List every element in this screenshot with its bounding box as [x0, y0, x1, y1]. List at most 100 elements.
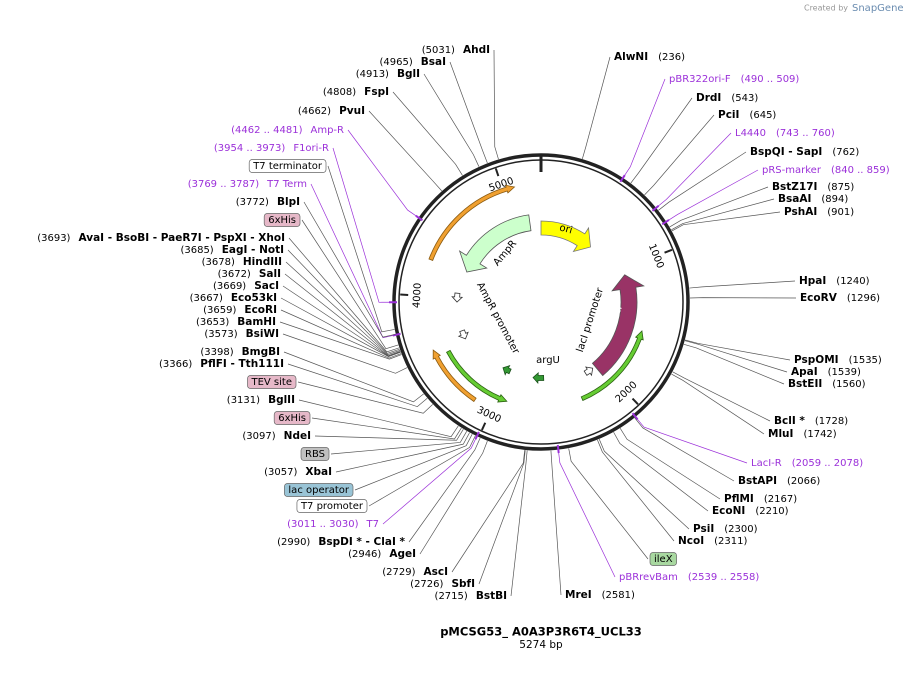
leader-line	[368, 110, 442, 192]
primer-name: LacI-R	[751, 458, 782, 469]
site-position: (4808)	[323, 87, 356, 98]
leader-line	[666, 169, 759, 222]
site-position: (894)	[821, 194, 848, 205]
site-position: (4913)	[356, 69, 389, 80]
map-title: pMCSG53_ A0A3P3R6T4_UCL33	[440, 625, 642, 640]
site-label: DrdI (543)	[696, 92, 758, 104]
site-position: (2729)	[382, 567, 415, 578]
site-label: (2990) BspDI * - ClaI *	[277, 536, 405, 548]
primer-label: (3769 .. 3787) T7 Term	[188, 179, 307, 190]
site-label: (3653) BamHI	[196, 316, 276, 328]
leader-line	[408, 437, 481, 543]
site-name: PspOMI	[794, 354, 839, 366]
site-name: PciI	[718, 109, 739, 121]
site-label: EcoRV (1296)	[800, 292, 880, 304]
leader-line	[287, 249, 400, 354]
site-position: (3057)	[264, 467, 297, 478]
site-label: MreI (2581)	[565, 589, 635, 601]
leader-line	[283, 351, 424, 403]
site-label: (3366) PflFI - Tth111I	[159, 358, 284, 370]
site-name: AscI	[423, 566, 448, 578]
site-position: (762)	[832, 147, 859, 158]
site-position: (645)	[749, 110, 776, 121]
leader-line	[644, 114, 715, 196]
site-position: (2715)	[435, 591, 468, 602]
feature-box	[273, 411, 311, 425]
site-name: SalI	[259, 268, 281, 280]
feature-label: lacI promoter	[575, 286, 606, 354]
site-label: AlwNI (236)	[614, 51, 685, 63]
site-label: (2715) BstBI	[435, 590, 507, 602]
feature-box	[248, 159, 327, 173]
leader-line	[368, 435, 476, 507]
primer-name: pBR322ori-F	[669, 74, 731, 85]
site-position: (2946)	[348, 549, 381, 560]
site-name: HindIII	[243, 256, 282, 268]
site-name: AlwNI	[614, 51, 648, 63]
site-label: PspOMI (1535)	[794, 354, 882, 366]
site-label: (4662) PvuI	[298, 105, 365, 117]
leader-line	[279, 321, 402, 360]
site-label: (2729) AscI	[382, 566, 448, 578]
site-position: (2990)	[277, 537, 310, 548]
site-position: (2726)	[410, 579, 443, 590]
site-position: (2300)	[724, 524, 757, 535]
site-position: (3672)	[218, 269, 251, 280]
feature-arrow	[540, 220, 591, 253]
leader-line	[683, 343, 785, 385]
leader-line	[451, 450, 526, 573]
promoter-arrow	[583, 366, 594, 377]
site-position: (3653)	[196, 317, 229, 328]
site-position: (3398)	[200, 347, 233, 358]
site-label: (3659) EcoRI	[203, 304, 277, 316]
site-label: BstAPI (2066)	[738, 475, 820, 487]
leader-line	[392, 91, 463, 176]
leader-line	[280, 297, 401, 357]
site-name: BglI	[397, 68, 420, 80]
site-label: BsaAI (894)	[778, 193, 848, 205]
site-name: EagI - NotI	[222, 244, 284, 256]
site-name: DrdI	[696, 92, 721, 104]
orf-arc	[580, 330, 644, 402]
site-position: (3693)	[37, 233, 70, 244]
feature-box-label: T7 promoter	[300, 501, 364, 512]
site-name: BspDI * - ClaI *	[318, 536, 405, 548]
site-label: BclI * (1728)	[774, 415, 848, 427]
site-label: (3693) AvaI - BsoBI - PaeR7I - PspXI - Xh…	[37, 232, 285, 244]
site-name: BsiWI	[246, 328, 279, 340]
leader-line	[671, 211, 781, 232]
leader-line	[310, 183, 396, 339]
site-label: ApaI (1539)	[791, 366, 861, 378]
site-name: EcoRI	[244, 304, 277, 316]
site-label: (3097) NdeI	[242, 430, 311, 442]
site-position: (1539)	[828, 367, 861, 378]
site-name: SacI	[254, 280, 279, 292]
leader-line	[672, 371, 771, 422]
site-position: (3097)	[242, 431, 275, 442]
site-position: (2167)	[764, 494, 797, 505]
site-position: (2581)	[602, 590, 635, 601]
site-name: FspI	[364, 86, 389, 98]
primer-label: L4440 (743 .. 760)	[735, 128, 835, 139]
credit-prefix: Created by	[804, 4, 848, 13]
ruler-tick	[631, 397, 639, 405]
primer-label: (3011 .. 3030) T7	[287, 519, 379, 530]
primer-name: pBRrevBam	[619, 572, 678, 583]
leader-line	[449, 61, 488, 164]
leader-line	[613, 431, 709, 512]
site-name: BstZ17I	[772, 181, 817, 193]
ruler-tick	[480, 422, 487, 431]
site-name: NcoI	[678, 535, 704, 547]
leader-line	[671, 198, 775, 231]
leader-line	[327, 165, 395, 333]
site-label: (4913) BglI	[356, 68, 420, 80]
site-label: EcoNI (2210)	[712, 505, 789, 517]
leader-line	[558, 449, 616, 578]
site-name: PsiI	[693, 523, 714, 535]
leader-line	[314, 428, 464, 441]
site-label: (3678) HindIII	[202, 256, 282, 268]
primer-label: pRS-marker (840 .. 859)	[762, 165, 890, 176]
orf-arc	[432, 349, 477, 403]
leader-line	[635, 416, 748, 464]
